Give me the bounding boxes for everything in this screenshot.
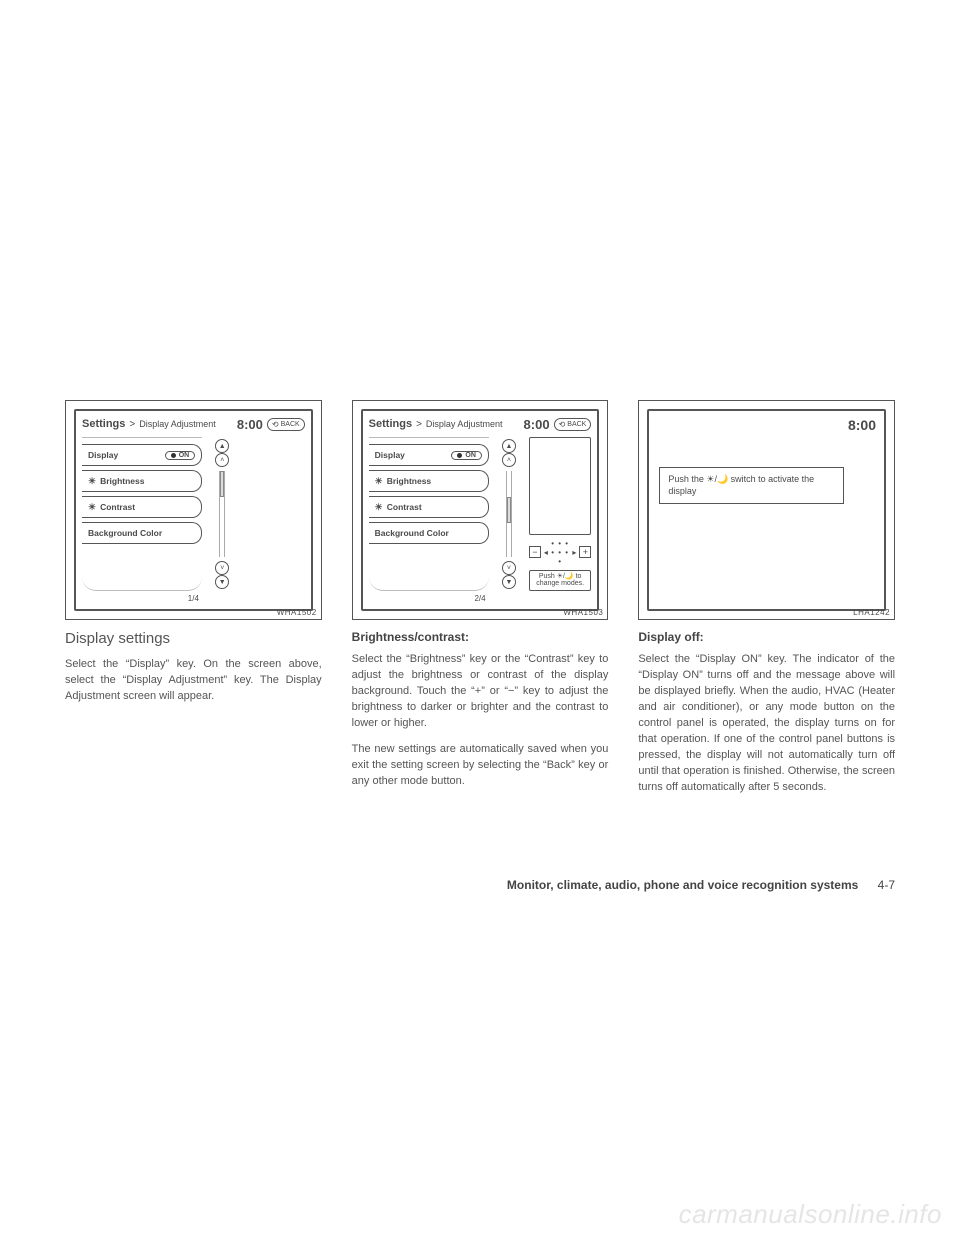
body-text: The new settings are automatically saved…: [352, 742, 609, 790]
section-heading: Display settings: [65, 630, 322, 647]
figure-3: 8:00 Push the ☀/🌙 switch to activate the…: [638, 400, 895, 620]
indicator-dot-icon: [457, 453, 462, 458]
list-item-display[interactable]: Display ON: [82, 444, 202, 466]
settings-list: Display ON ☀ Brightness: [369, 437, 489, 591]
clock: 8:00: [237, 417, 263, 432]
figure-id: WHA1503: [563, 608, 603, 617]
on-label: ON: [179, 452, 190, 459]
preview-box: [529, 437, 591, 535]
breadcrumb-root: Settings: [369, 418, 412, 430]
chevron-right-icon: >: [416, 419, 422, 430]
list-label: Background Color: [375, 528, 449, 538]
breadcrumb-current: Display Adjustment: [139, 419, 216, 429]
list-item-contrast[interactable]: ☀ Contrast: [369, 496, 489, 518]
scroll-up-step-button[interactable]: ˄: [215, 453, 229, 467]
scroll-up-step-button[interactable]: ˄: [502, 453, 516, 467]
pager: 1/4: [80, 594, 307, 603]
section-heading: Brightness/contrast:: [352, 630, 609, 644]
screen-3: 8:00 Push the ☀/🌙 switch to activate the…: [647, 409, 886, 611]
three-column-layout: Settings > Display Adjustment 8:00 ⟲ BAC…: [65, 400, 895, 805]
scroll-down-button[interactable]: ▼: [502, 575, 516, 589]
minus-button[interactable]: −: [529, 546, 541, 558]
list-item-brightness[interactable]: ☀ Brightness: [369, 470, 489, 492]
on-toggle[interactable]: ON: [451, 451, 482, 460]
scroll-down-step-button[interactable]: ˅: [502, 561, 516, 575]
sun-icon: ☀: [88, 476, 96, 487]
preview-panel: − ◂ • • • • • • • ▸ + Push ☀/🌙 to change…: [529, 437, 591, 591]
indicator-dot-icon: [171, 453, 176, 458]
scroll-up-button[interactable]: ▲: [502, 439, 516, 453]
list-item-display[interactable]: Display ON: [369, 444, 489, 466]
activate-message: Push the ☀/🌙 switch to activate the disp…: [659, 467, 844, 504]
sun-icon: ☀: [375, 476, 383, 487]
scroll-track[interactable]: [219, 471, 225, 557]
scroll-thumb[interactable]: [220, 471, 224, 497]
scrollbar: ▲ ˄ ˅ ▼: [495, 437, 523, 591]
footer-page: 4-7: [878, 878, 895, 892]
list-label: Contrast: [387, 502, 422, 512]
sun-icon: ☀: [88, 502, 96, 513]
back-label: BACK: [281, 421, 300, 428]
pager: 2/4: [367, 594, 594, 603]
figure-id: WHA1502: [277, 608, 317, 617]
figure-2: Settings > Display Adjustment 8:00 ⟲ BAC…: [352, 400, 609, 620]
page-footer: Monitor, climate, audio, phone and voice…: [507, 878, 895, 892]
on-label: ON: [465, 452, 476, 459]
sun-icon: ☀: [375, 502, 383, 513]
figure-1: Settings > Display Adjustment 8:00 ⟲ BAC…: [65, 400, 322, 620]
back-arrow-icon: ⟲: [272, 420, 279, 429]
list-label: Background Color: [88, 528, 162, 538]
list-label: Brightness: [387, 476, 431, 486]
list-label: Display: [88, 450, 118, 460]
scroll-down-step-button[interactable]: ˅: [215, 561, 229, 575]
back-arrow-icon: ⟲: [559, 420, 566, 429]
breadcrumb-header: Settings > Display Adjustment 8:00 ⟲ BAC…: [367, 415, 594, 433]
body-text: Select the “Brightness” key or the “Cont…: [352, 652, 609, 732]
section-heading: Display off:: [638, 630, 895, 644]
footer-section: Monitor, climate, audio, phone and voice…: [507, 878, 858, 892]
settings-list: Display ON ☀ Brightness: [82, 437, 202, 591]
figure-id: LHA1242: [853, 608, 890, 617]
back-button[interactable]: ⟲ BACK: [554, 418, 592, 431]
list-label: Display: [375, 450, 405, 460]
list-item-background[interactable]: Background Color: [82, 522, 202, 544]
scroll-down-button[interactable]: ▼: [215, 575, 229, 589]
adjust-slider: − ◂ • • • • • • • ▸ +: [529, 539, 591, 566]
clock: 8:00: [848, 417, 876, 433]
scrollbar: ▲ ˄ ˅ ▼: [208, 437, 236, 591]
column-2: Settings > Display Adjustment 8:00 ⟲ BAC…: [352, 400, 609, 805]
slider-track: • • • • • • •: [551, 539, 569, 566]
mode-hint: Push ☀/🌙 to change modes.: [529, 570, 591, 591]
caret-right-icon: ▸: [572, 548, 576, 557]
breadcrumb-root: Settings: [82, 418, 125, 430]
column-3: 8:00 Push the ☀/🌙 switch to activate the…: [638, 400, 895, 805]
list-item-background[interactable]: Background Color: [369, 522, 489, 544]
watermark: carmanualsonline.info: [679, 1199, 942, 1230]
on-toggle[interactable]: ON: [165, 451, 196, 460]
scroll-track[interactable]: [506, 471, 512, 557]
list-label: Contrast: [100, 502, 135, 512]
screen-1: Settings > Display Adjustment 8:00 ⟲ BAC…: [74, 409, 313, 611]
breadcrumb-current: Display Adjustment: [426, 419, 503, 429]
list-item-brightness[interactable]: ☀ Brightness: [82, 470, 202, 492]
back-button[interactable]: ⟲ BACK: [267, 418, 305, 431]
scroll-thumb[interactable]: [507, 497, 511, 523]
list-label: Brightness: [100, 476, 144, 486]
manual-page: Settings > Display Adjustment 8:00 ⟲ BAC…: [0, 0, 960, 1242]
breadcrumb-header: Settings > Display Adjustment 8:00 ⟲ BAC…: [80, 415, 307, 433]
chevron-right-icon: >: [129, 419, 135, 430]
body-text: Select the “Display ON” key. The indicat…: [638, 652, 895, 795]
clock: 8:00: [524, 417, 550, 432]
caret-left-icon: ◂: [544, 548, 548, 557]
scroll-up-button[interactable]: ▲: [215, 439, 229, 453]
body-text: Select the “Display” key. On the screen …: [65, 657, 322, 705]
plus-button[interactable]: +: [579, 546, 591, 558]
screen-2: Settings > Display Adjustment 8:00 ⟲ BAC…: [361, 409, 600, 611]
back-label: BACK: [567, 421, 586, 428]
column-1: Settings > Display Adjustment 8:00 ⟲ BAC…: [65, 400, 322, 805]
list-item-contrast[interactable]: ☀ Contrast: [82, 496, 202, 518]
